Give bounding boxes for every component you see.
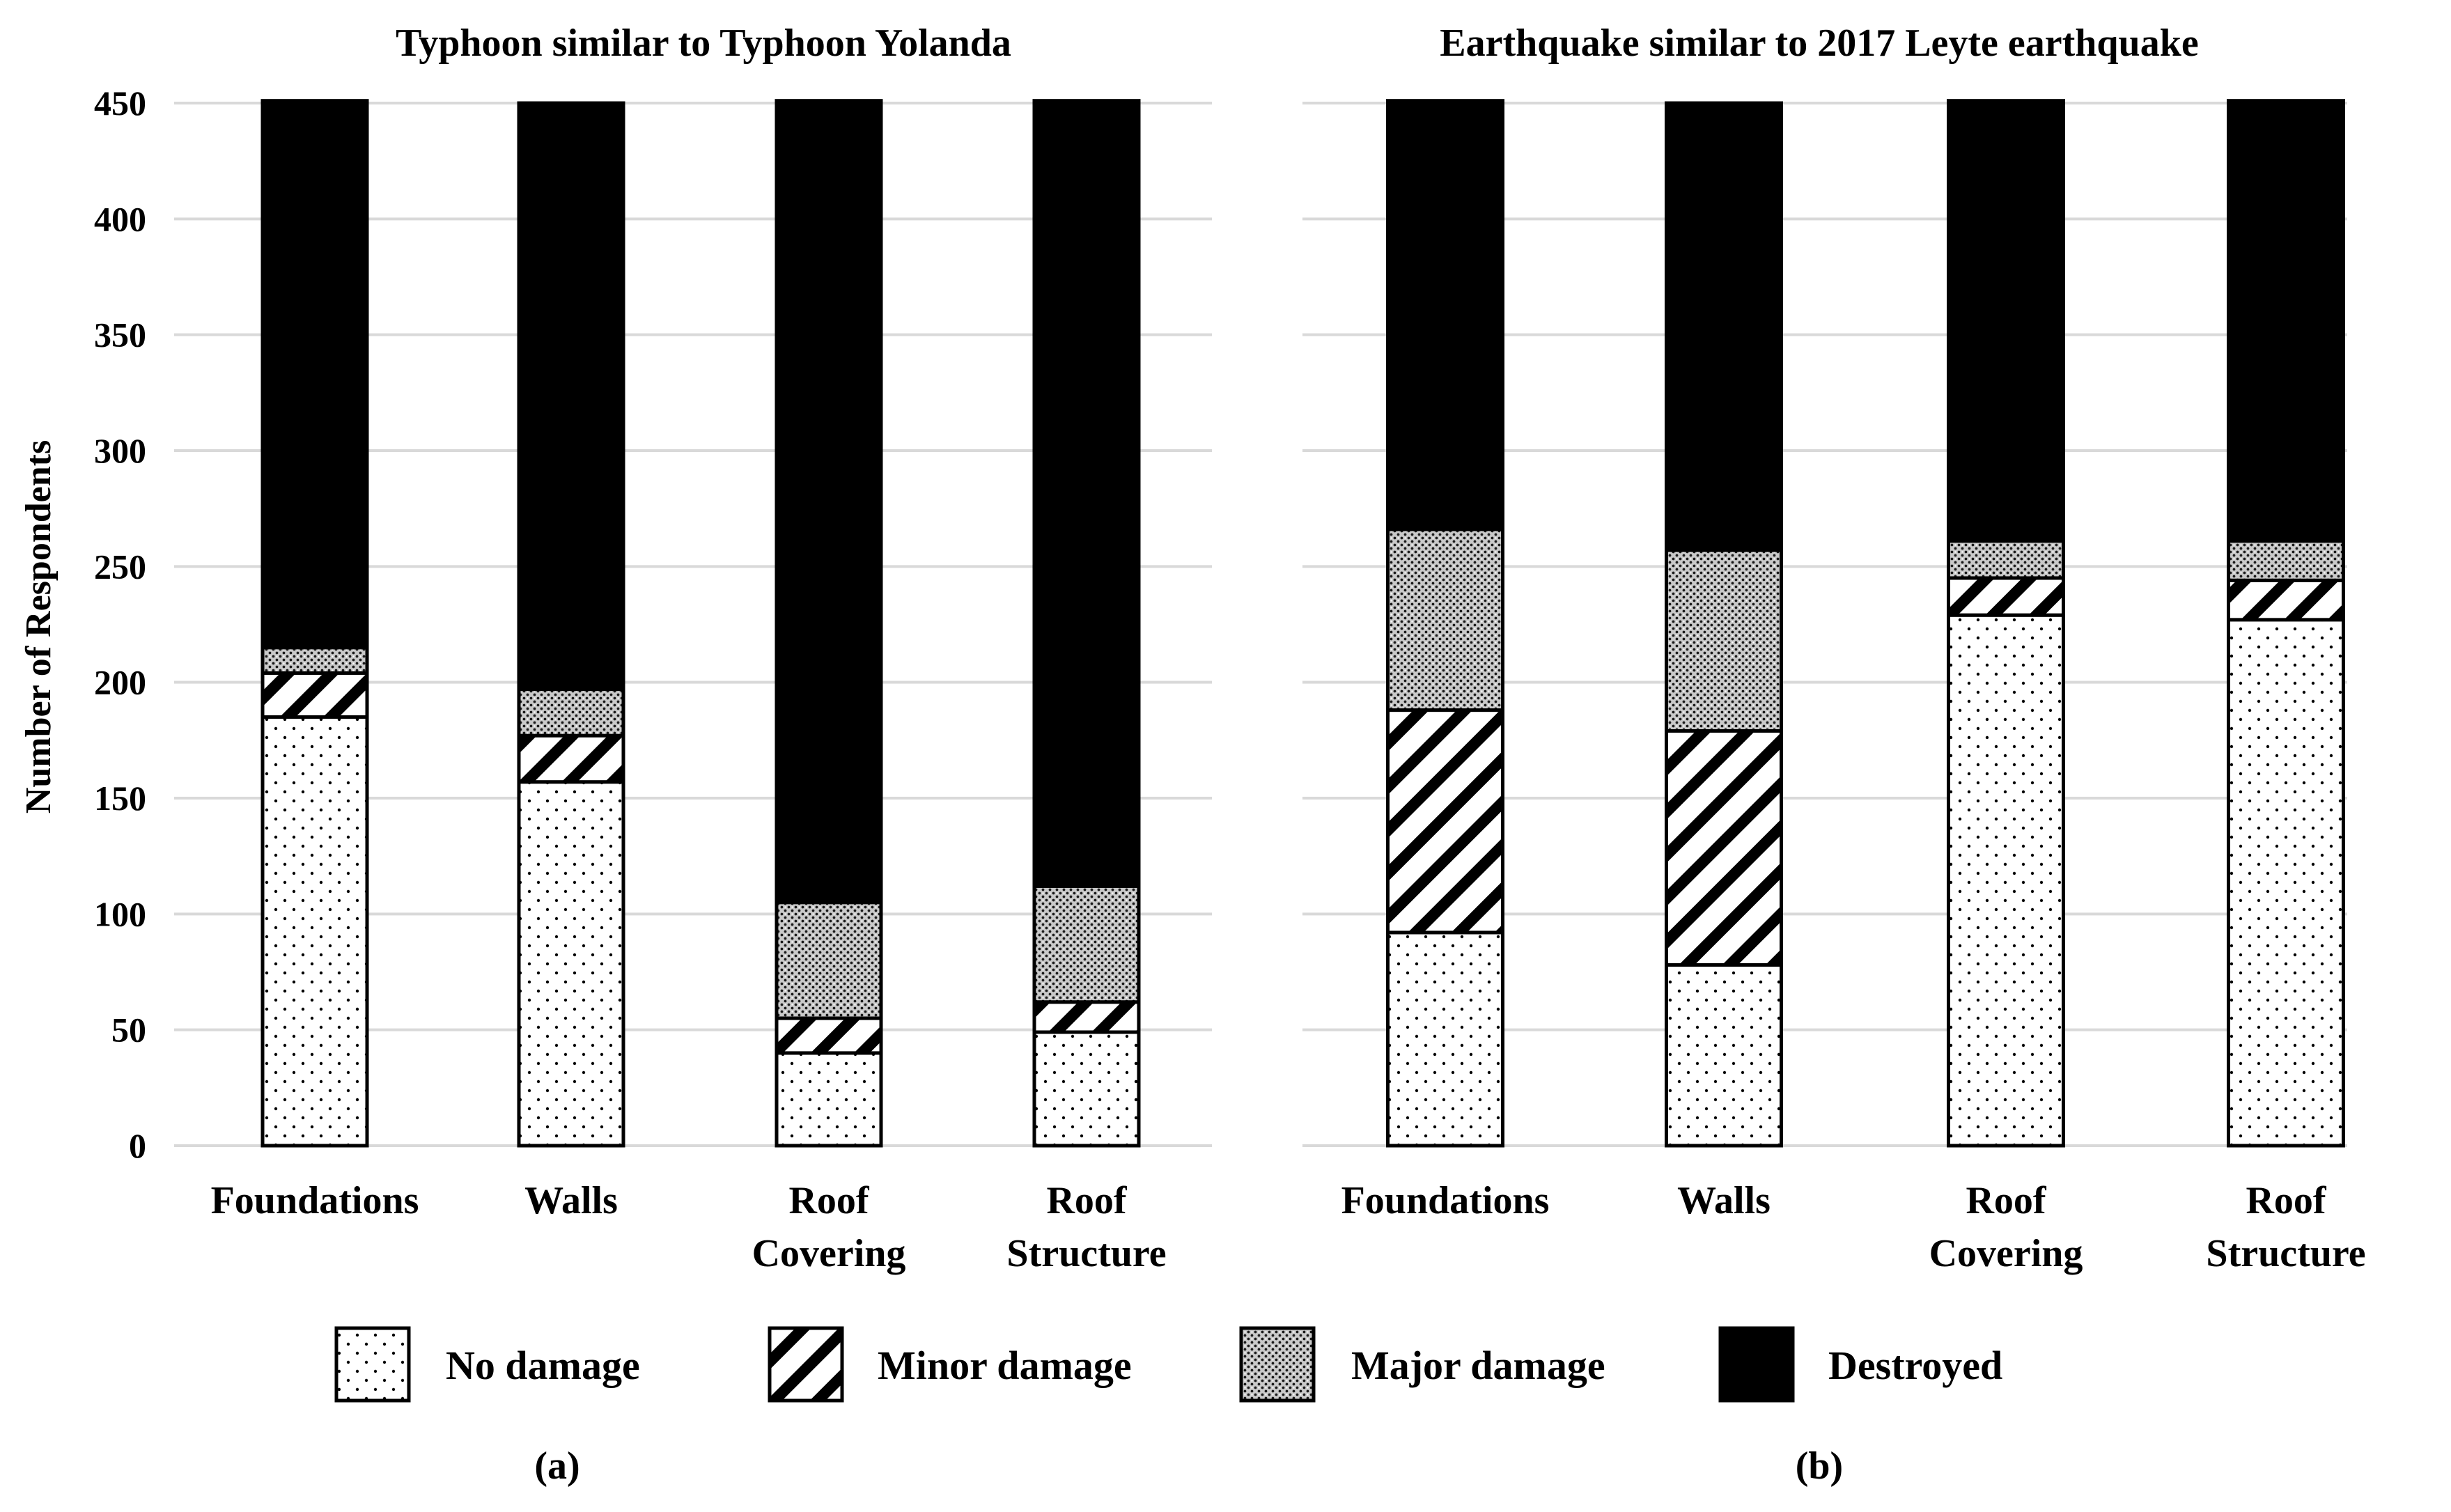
x-tick-label: Walls bbox=[1677, 1179, 1771, 1222]
x-tick-label: Roof Covering bbox=[752, 1179, 906, 1275]
bar-foundations-major-damage bbox=[1386, 527, 1504, 712]
x-tick-label: Roof Covering bbox=[1929, 1179, 2083, 1275]
x-tick-label: Foundations bbox=[1341, 1179, 1550, 1222]
bar-walls-minor-damage bbox=[1665, 729, 1783, 967]
panel-b-title: Earthquake similar to 2017 Leyte earthqu… bbox=[1440, 22, 2198, 65]
legend-swatch-no-damage bbox=[334, 1326, 411, 1403]
panel-a-y-tick-labels: 0 50 100 150 200 250 300 350 400 450 bbox=[94, 84, 146, 1165]
bar-foundations-minor-damage bbox=[1386, 708, 1504, 935]
legend-label-no-damage: No damage bbox=[446, 1343, 640, 1388]
legend-swatch-major-damage bbox=[1239, 1326, 1316, 1403]
legend-label-destroyed: Destroyed bbox=[1828, 1343, 2002, 1388]
legend-swatch-destroyed bbox=[1718, 1326, 1795, 1403]
bar-roof-structure-minor-damage bbox=[2227, 578, 2345, 622]
bar-roof-covering-major-damage bbox=[1947, 539, 2065, 580]
bar-roof-structure-major-damage bbox=[2227, 539, 2345, 582]
bar-foundations-no-damage bbox=[260, 715, 369, 1148]
panel-b-bars bbox=[1386, 99, 2345, 1148]
bar-roof-structure-no-damage bbox=[1032, 1030, 1141, 1148]
bar-walls-destroyed bbox=[517, 101, 625, 692]
bar-roof-structure-destroyed bbox=[1032, 99, 1141, 888]
bar-foundations-destroyed bbox=[1386, 99, 1504, 531]
bar-roof-covering-minor-damage bbox=[775, 1016, 883, 1055]
bar-roof-covering-destroyed bbox=[1947, 99, 2065, 543]
panel-b-x-tick-labels: Foundations Walls Roof Covering Roof Structur… bbox=[1341, 1179, 2366, 1275]
panel-b-label: (b) bbox=[1796, 1444, 1843, 1488]
y-tick-label: 300 bbox=[94, 431, 146, 470]
bar-roof-structure-minor-damage bbox=[1032, 1000, 1141, 1034]
bar-roof-structure-destroyed bbox=[2227, 99, 2345, 543]
y-tick-label: 250 bbox=[94, 547, 146, 586]
y-tick-label: 150 bbox=[94, 779, 146, 818]
panel-a-title: Typhoon similar to Typhoon Yolanda bbox=[396, 22, 1011, 65]
bar-roof-covering-minor-damage bbox=[1947, 576, 2065, 617]
bar-walls-major-damage bbox=[1665, 548, 1783, 733]
legend-label-minor-damage: Minor damage bbox=[878, 1343, 1132, 1388]
y-tick-label: 0 bbox=[129, 1126, 146, 1165]
bar-roof-covering-no-damage bbox=[775, 1051, 883, 1148]
x-tick-label: Foundations bbox=[211, 1179, 419, 1222]
x-tick-label: Roof Structure bbox=[1006, 1179, 1166, 1275]
y-tick-label: 400 bbox=[94, 199, 146, 238]
y-tick-label: 100 bbox=[94, 894, 146, 933]
bar-walls-no-damage bbox=[1665, 963, 1783, 1148]
bar-roof-structure-major-damage bbox=[1032, 884, 1141, 1004]
panel-a-x-tick-labels: Foundations Walls Roof Covering Roof Structur… bbox=[211, 1179, 1167, 1275]
y-axis-title: Number of Respondents bbox=[19, 440, 59, 813]
legend-label-major-damage: Major damage bbox=[1351, 1343, 1605, 1388]
bar-walls-minor-damage bbox=[517, 733, 625, 784]
y-tick-label: 50 bbox=[111, 1011, 146, 1050]
bar-roof-structure-no-damage bbox=[2227, 618, 2345, 1148]
y-tick-label: 350 bbox=[94, 315, 146, 354]
bar-foundations-minor-damage bbox=[260, 671, 369, 719]
y-tick-label: 450 bbox=[94, 84, 146, 123]
bar-walls-major-damage bbox=[517, 687, 625, 738]
bar-walls-no-damage bbox=[517, 780, 625, 1148]
bar-roof-covering-no-damage bbox=[1947, 613, 2065, 1148]
bar-foundations-no-damage bbox=[1386, 930, 1504, 1148]
x-tick-label: Walls bbox=[524, 1179, 618, 1222]
bar-foundations-destroyed bbox=[260, 99, 369, 650]
bar-walls-destroyed bbox=[1665, 101, 1783, 552]
bar-roof-covering-major-damage bbox=[775, 901, 883, 1020]
panel-earthquake: Earthquake similar to 2017 Leyte earthqu… bbox=[1302, 22, 2366, 1488]
legend-swatch-minor-damage bbox=[768, 1326, 844, 1403]
x-tick-label: Roof Structure bbox=[2206, 1179, 2365, 1275]
legend: No damage Minor damage Major damage Destroy… bbox=[334, 1326, 2002, 1403]
y-tick-label: 200 bbox=[94, 663, 146, 702]
panel-a-bars bbox=[260, 99, 1141, 1148]
bar-foundations-major-damage bbox=[260, 646, 369, 675]
panel-typhoon: Typhoon similar to Typhoon Yolanda 0 50 10… bbox=[94, 22, 1212, 1488]
panel-a-label: (a) bbox=[534, 1444, 579, 1488]
bar-roof-covering-destroyed bbox=[775, 99, 883, 905]
